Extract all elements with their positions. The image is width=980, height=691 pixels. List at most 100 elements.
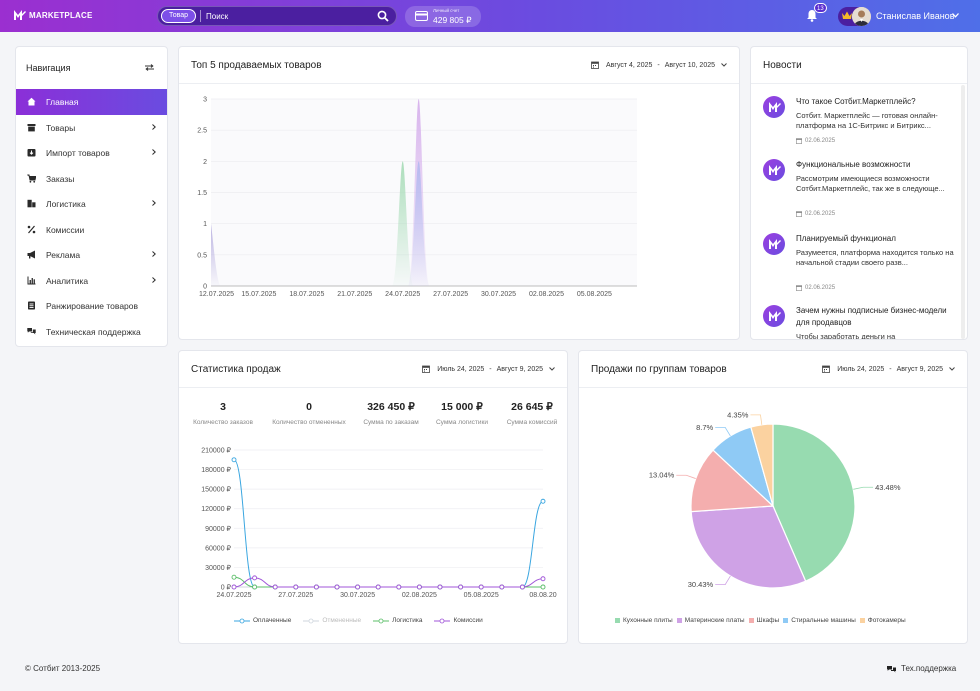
search-scope-button[interactable]: Товар bbox=[161, 9, 197, 23]
search-input[interactable] bbox=[206, 8, 366, 24]
legend-item[interactable]: Комиссии bbox=[434, 617, 483, 624]
news-item-title[interactable]: Функциональные возможности bbox=[796, 160, 911, 169]
pie-value-label: 4.35% bbox=[727, 410, 749, 419]
pie-slice[interactable] bbox=[690, 505, 807, 589]
data-point[interactable] bbox=[458, 584, 464, 590]
data-point[interactable] bbox=[540, 498, 546, 504]
data-point[interactable] bbox=[313, 584, 319, 590]
y-tick-label: 60000 ₽ bbox=[205, 544, 231, 552]
data-point[interactable] bbox=[252, 575, 258, 581]
data-point[interactable] bbox=[478, 584, 484, 590]
data-point[interactable] bbox=[437, 584, 443, 590]
sidebar-item[interactable]: Логистика bbox=[16, 191, 167, 217]
news-item-text: Рассмотрим имеющиеся возможности Сотбит.… bbox=[796, 174, 945, 193]
pie-value-label: 43.48% bbox=[875, 483, 901, 492]
copyright: © Сотбит 2013-2025 bbox=[25, 664, 101, 673]
news-item-title[interactable]: Что такое Сотбит.Маркетплейс? bbox=[796, 97, 916, 106]
sidebar-item-label: Реклама bbox=[46, 250, 81, 260]
news-item[interactable]: Зачем нужны подписные бизнес-модели для … bbox=[763, 305, 963, 339]
bell-icon[interactable] bbox=[806, 9, 818, 22]
sidebar-item-label: Техническая поддержка bbox=[46, 326, 141, 337]
data-point[interactable] bbox=[519, 584, 525, 590]
stat-block: 26 645 ₽ Сумма комиссий bbox=[492, 401, 572, 426]
top5-products-card: Топ 5 продаваемых товаров Август 4, 2025… bbox=[178, 46, 740, 340]
x-tick-label: 05.08.2025 bbox=[577, 291, 612, 298]
legend-item[interactable]: Шкафы bbox=[748, 617, 780, 624]
news-item[interactable]: Что такое Сотбит.Маркетплейс? Сотбит. Мар… bbox=[763, 96, 963, 166]
user-name[interactable]: Станислав Иванов bbox=[876, 11, 955, 21]
y-tick-label: 0.5 bbox=[197, 252, 207, 259]
sidebar-item[interactable]: Заказы bbox=[16, 166, 167, 192]
y-tick-label: 120000 ₽ bbox=[201, 505, 231, 513]
sidebar-item[interactable]: Реклама bbox=[16, 242, 167, 268]
news-item-date-text: 02.06.2025 bbox=[805, 285, 836, 291]
data-point[interactable] bbox=[231, 574, 237, 580]
stat-label: Количество заказов bbox=[193, 419, 253, 426]
y-tick-label: 2.5 bbox=[197, 128, 207, 135]
pie-slice[interactable] bbox=[690, 449, 775, 513]
news-scrollbar[interactable] bbox=[961, 85, 965, 339]
sidebar-item[interactable]: Импорт товаров bbox=[16, 140, 167, 166]
sidebar-item-label: Логистика bbox=[46, 199, 86, 209]
data-point[interactable] bbox=[540, 584, 546, 590]
news-item[interactable]: Функциональные возможности Рассмотрим име… bbox=[763, 159, 963, 229]
legend-label: Кухонные плиты bbox=[623, 617, 673, 624]
data-point[interactable] bbox=[293, 584, 299, 590]
data-point[interactable] bbox=[272, 584, 278, 590]
x-tick-label: 02.08.2025 bbox=[529, 291, 564, 298]
sidebar-item[interactable]: Аналитика bbox=[16, 268, 167, 294]
legend-label: Шкафы bbox=[756, 617, 780, 624]
sidebar-item-label: Ранжирование товаров bbox=[46, 301, 139, 311]
pie-slice[interactable] bbox=[750, 423, 774, 507]
area-series-peak[interactable] bbox=[211, 223, 221, 286]
data-point[interactable] bbox=[416, 584, 422, 590]
sales-date-range[interactable]: Июль 24, 2025 - Август 9, 2025 bbox=[422, 365, 555, 373]
legend-item[interactable]: Отмененные bbox=[303, 617, 361, 624]
legend-label: Логистика bbox=[392, 617, 423, 624]
data-point[interactable] bbox=[499, 584, 505, 590]
legend-item[interactable]: Логистика bbox=[373, 617, 422, 624]
x-tick-label: 24.07.2025 bbox=[216, 592, 251, 599]
sidebar-item[interactable]: Товары bbox=[16, 115, 167, 141]
chat-icon bbox=[887, 665, 896, 672]
chevron-down-icon[interactable] bbox=[952, 13, 959, 18]
search-icon[interactable] bbox=[377, 10, 389, 22]
data-point[interactable] bbox=[231, 584, 237, 590]
sidebar-item[interactable]: Ранжирование товаров bbox=[16, 293, 167, 319]
legend-item[interactable]: Материнские платы bbox=[676, 617, 745, 624]
data-point[interactable] bbox=[396, 584, 402, 590]
y-tick-label: 150000 ₽ bbox=[201, 486, 231, 494]
top5-header: Топ 5 продаваемых товаров Август 4, 2025… bbox=[179, 47, 739, 84]
news-item-title[interactable]: Зачем нужны подписные бизнес-модели для … bbox=[796, 306, 947, 327]
legend-item[interactable]: Фотокамеры bbox=[859, 617, 906, 624]
swap-icon[interactable] bbox=[145, 64, 154, 71]
support-icon bbox=[27, 327, 36, 334]
pie-label-line bbox=[676, 474, 696, 479]
top5-date-range[interactable]: Август 4, 2025 - Август 10, 2025 bbox=[591, 61, 727, 69]
sidebar-item[interactable]: Техническая поддержка bbox=[16, 319, 167, 345]
legend-item[interactable]: Оплаченные bbox=[234, 617, 291, 624]
data-point[interactable] bbox=[540, 576, 546, 582]
avatar[interactable] bbox=[852, 7, 871, 26]
groups-date-range[interactable]: Июль 24, 2025 - Август 9, 2025 bbox=[822, 365, 955, 373]
groups-pie-chart: 43.48% 30.43% 13.04% 8.7% 4.35% bbox=[649, 410, 901, 589]
area-series-peak[interactable] bbox=[407, 161, 430, 286]
news-logo-icon bbox=[763, 233, 785, 255]
x-tick-label: 12.07.2025 bbox=[199, 291, 234, 298]
news-item-title[interactable]: Планируемый функционал bbox=[796, 234, 896, 243]
data-point[interactable] bbox=[252, 584, 258, 590]
news-item[interactable]: Планируемый функционал Разумеется, платфо… bbox=[763, 233, 963, 303]
data-point[interactable] bbox=[231, 457, 237, 463]
account-balance[interactable]: Личный счет 429 805 ₽ bbox=[405, 6, 481, 27]
sidebar-item[interactable]: Комиссии bbox=[16, 217, 167, 243]
stat-label: Количество отмененных bbox=[272, 419, 346, 426]
data-point[interactable] bbox=[355, 584, 361, 590]
data-point[interactable] bbox=[375, 584, 381, 590]
logo[interactable]: MARKETPLACE bbox=[14, 10, 93, 20]
support-link[interactable]: Тех.поддержка bbox=[887, 664, 956, 673]
data-point[interactable] bbox=[334, 584, 340, 590]
legend-item[interactable]: Кухонные плиты bbox=[615, 617, 673, 624]
legend-item[interactable]: Стиральные машины bbox=[783, 617, 856, 624]
sidebar-item[interactable]: Главная bbox=[16, 89, 167, 115]
area-series-peak[interactable] bbox=[391, 161, 414, 286]
